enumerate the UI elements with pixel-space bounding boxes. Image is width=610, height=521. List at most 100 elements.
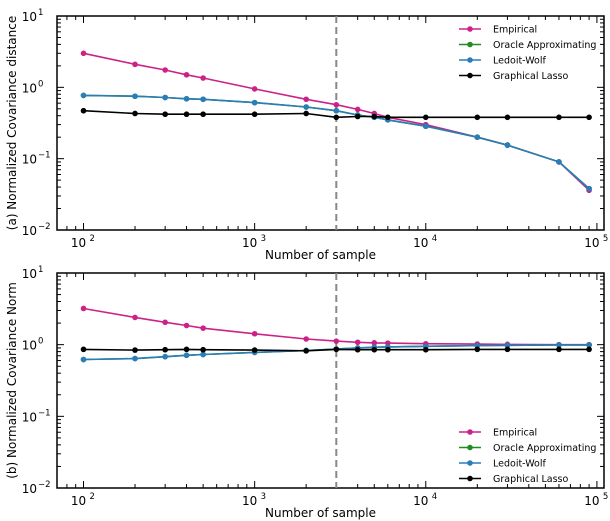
x-tick-label: 10 (584, 494, 599, 508)
series-line-0 (83, 307, 590, 346)
data-point (303, 110, 309, 117)
y-tick-exponent: 0 (38, 337, 43, 347)
y-tick-label: 10 (22, 339, 37, 353)
x-tick-exponent: 3 (261, 492, 266, 502)
x-tick-exponent: 4 (432, 492, 437, 502)
data-point (251, 86, 258, 92)
data-point (354, 346, 361, 353)
legend-label: Empirical (493, 25, 537, 36)
data-point (200, 351, 206, 358)
legend-marker (467, 444, 473, 451)
x-tick-exponent: 5 (603, 492, 608, 502)
series-line-2 (83, 94, 590, 190)
data-point (132, 110, 138, 117)
legend-label: Oracle Approximating (493, 40, 596, 51)
data-point (132, 347, 138, 353)
legend: Empirical Oracle Approximating Ledoit-Wolf… (459, 428, 596, 485)
data-point (162, 353, 168, 360)
legend-marker (467, 460, 473, 466)
y-tick-exponent: −1 (38, 151, 51, 161)
plot-frame (56, 272, 605, 489)
data-point (474, 134, 481, 140)
data-point (200, 325, 206, 331)
legend-label: Empirical (493, 428, 537, 439)
data-point (251, 330, 258, 337)
data-point (504, 342, 511, 349)
data-point (354, 339, 361, 346)
data-point (422, 346, 429, 353)
data-point (251, 111, 258, 118)
data-point (183, 346, 190, 353)
data-point (504, 114, 511, 121)
data-point (333, 346, 340, 353)
data-point (80, 356, 87, 363)
x-tick-exponent: 4 (432, 234, 437, 244)
data-point (556, 114, 562, 121)
series-line-3 (83, 109, 590, 119)
legend-label: Graphical Lasso (493, 474, 568, 485)
data-point (371, 113, 378, 120)
data-point (354, 106, 361, 113)
data-point (371, 340, 378, 346)
y-tick-label: 10 (22, 224, 37, 238)
y-tick-label: 10 (22, 482, 37, 496)
legend: Empirical Oracle Approximating Ledoit-Wolf… (459, 25, 596, 82)
data-point (251, 347, 258, 353)
data-point (80, 305, 87, 312)
data-point (132, 355, 138, 362)
data-point (586, 346, 592, 353)
x-axis-label: Number of sample (265, 248, 376, 262)
legend-marker (467, 41, 473, 48)
data-point (183, 111, 190, 118)
legend-marker (467, 72, 473, 79)
y-tick-exponent: 0 (38, 79, 43, 89)
y-tick-exponent: −2 (38, 480, 51, 490)
data-point (80, 346, 87, 353)
data-point (333, 101, 340, 108)
data-point (251, 99, 258, 106)
data-point (586, 185, 592, 192)
data-point (132, 93, 138, 100)
data-point (183, 96, 190, 102)
data-point (303, 336, 309, 342)
data-point (474, 346, 481, 353)
x-tick-exponent: 2 (90, 492, 95, 502)
x-tick-label: 10 (71, 236, 86, 250)
data-point (162, 111, 168, 118)
y-tick-exponent: −1 (38, 408, 51, 418)
data-point (303, 348, 309, 354)
data-point (385, 346, 391, 353)
x-tick-label: 10 (71, 494, 86, 508)
data-point (556, 159, 562, 165)
legend-marker (467, 429, 473, 435)
data-point (504, 142, 511, 148)
data-point (586, 114, 592, 121)
data-point (422, 123, 429, 130)
y-tick-label: 10 (22, 81, 37, 95)
data-point (162, 319, 168, 326)
plot-frame (56, 15, 605, 231)
x-tick-exponent: 2 (90, 234, 95, 244)
series-line-2 (83, 344, 590, 361)
data-point (371, 346, 378, 353)
data-point (303, 104, 309, 110)
data-point (132, 61, 138, 68)
data-point (80, 92, 87, 99)
x-axis-label: Number of sample (265, 506, 376, 520)
data-point (80, 50, 87, 57)
data-point (200, 96, 206, 103)
y-tick-exponent: −2 (38, 222, 51, 232)
legend-label: Graphical Lasso (493, 71, 568, 82)
data-point (183, 322, 190, 329)
data-point (354, 113, 361, 120)
data-point (303, 96, 309, 103)
data-point (200, 111, 206, 118)
x-tick-label: 10 (413, 494, 428, 508)
x-tick-label: 10 (584, 236, 599, 250)
data-point (200, 75, 206, 81)
legend-label: Oracle Approximating (493, 443, 596, 454)
x-tick-exponent: 3 (261, 234, 266, 244)
data-point (474, 114, 481, 121)
